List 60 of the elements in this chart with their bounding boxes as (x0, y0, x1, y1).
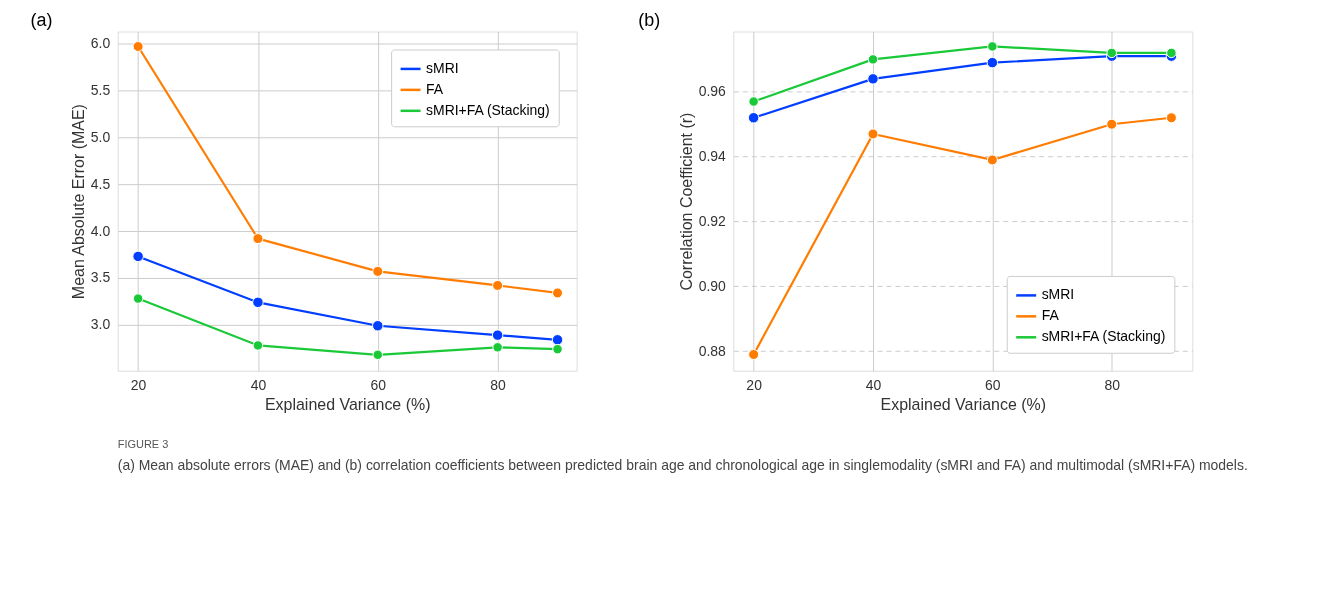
y-axis-title: Correlation Coefficient (r) (677, 112, 695, 291)
x-tick-label: 80 (1104, 377, 1121, 394)
point (552, 343, 563, 355)
point (986, 154, 998, 166)
legend-label: sMRI+FA (Stacking) (426, 101, 550, 118)
point (551, 334, 564, 346)
point (986, 56, 999, 69)
point (867, 128, 879, 140)
y-tick-label: 0.96 (698, 83, 727, 100)
y-tick-label: 0.94 (698, 148, 727, 165)
point (132, 41, 144, 52)
x-tick-label: 20 (746, 377, 763, 394)
y-tick-label: 0.92 (698, 213, 727, 230)
point (491, 329, 504, 341)
point (372, 265, 384, 277)
x-tick-label: 40 (250, 377, 267, 394)
point (252, 296, 264, 309)
y-tick-label: 6.0 (90, 35, 111, 52)
x-axis-title: Explained Variance (%) (264, 396, 431, 414)
caption: FIGURE 3 (117, 437, 169, 450)
x-tick-label: 60 (985, 377, 1001, 394)
point (132, 250, 144, 263)
text: (a) (30, 9, 53, 30)
point (372, 320, 384, 332)
x-tick-label: 20 (130, 377, 147, 394)
point (132, 293, 144, 304)
y-tick-label: 3.0 (90, 316, 111, 333)
x-tick-label: 60 (370, 377, 387, 394)
legend-label: sMRI+FA (Stacking) (1041, 328, 1166, 345)
point (987, 41, 998, 52)
legend-label: FA (1041, 307, 1060, 324)
y-tick-label: 0.88 (698, 342, 727, 359)
point (492, 342, 503, 353)
point (748, 96, 759, 107)
point (747, 112, 760, 124)
legend-label: sMRI (1041, 286, 1075, 303)
text: (b) (638, 9, 661, 30)
point (552, 287, 564, 299)
y-axis-title: Mean Absolute Error (MAE) (69, 104, 87, 300)
y-tick-label: 0.90 (698, 277, 727, 294)
point (1106, 118, 1118, 130)
text: (a) Mean absolute errors (MAE) and (b) correlation coefficients between predicted brain age and chronological age in singlemodality (sMRI and FA) and multimodal (sMRI+FA) models. (117, 456, 1248, 473)
y-tick-label: 3.5 (90, 269, 111, 286)
x-tick-label: 80 (490, 377, 507, 394)
y-tick-label: 5.0 (90, 128, 111, 145)
x-axis-title: Explained Variance (%) (880, 396, 1047, 414)
point (372, 349, 383, 361)
point (252, 340, 264, 351)
y-tick-label: 4.0 (90, 222, 111, 239)
point (492, 279, 504, 291)
point (252, 233, 264, 245)
y-tick-label: 5.5 (90, 82, 111, 99)
point (748, 349, 760, 360)
x-tick-label: 40 (865, 377, 882, 394)
point (867, 54, 879, 65)
point (867, 73, 879, 85)
legend-label: FA (426, 80, 444, 97)
point (1165, 112, 1177, 124)
y-tick-label: 4.5 (90, 175, 111, 192)
legend-label: sMRI (426, 59, 459, 76)
